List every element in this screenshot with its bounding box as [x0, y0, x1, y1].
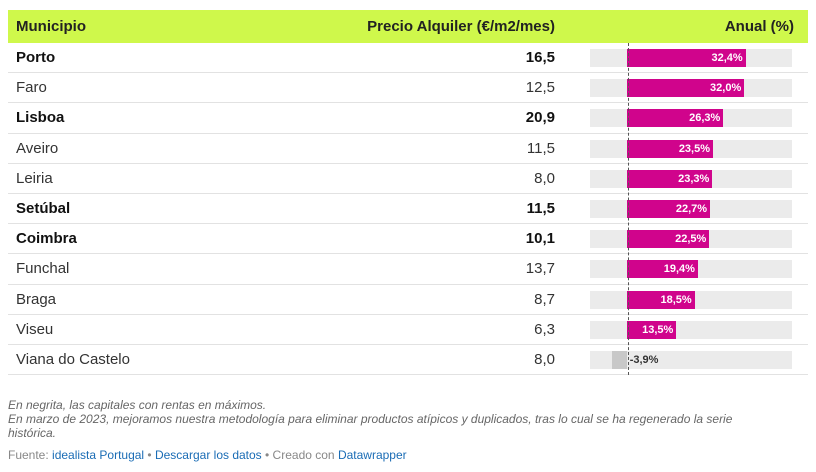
note-bold-explanation: En negrita, las capitales con rentas en … — [8, 398, 267, 412]
annual-change-bar — [626, 169, 713, 188]
rent-price: 20,9 — [525, 109, 555, 127]
annual-change-bar — [626, 79, 745, 98]
annual-bar-track: -3,9% — [590, 350, 792, 369]
table-row: Setúbal 11,5 22,7% — [8, 194, 808, 225]
table-row: Leiria 8,0 23,3% — [8, 164, 808, 194]
annual-change-label: 13,5% — [642, 323, 674, 336]
municipality-name: Setúbal — [16, 199, 71, 217]
created-with-text: • Creado con — [261, 448, 338, 462]
annual-change-bar — [612, 350, 627, 369]
chart-notes: En negrita, las capitales con rentas en … — [8, 398, 808, 440]
annual-change-bar — [626, 230, 710, 249]
annual-change-label: 32,4% — [711, 52, 743, 64]
rent-price: 10,1 — [525, 230, 555, 248]
annual-change-bar — [626, 320, 677, 339]
table-row: Braga 8,7 18,5% — [8, 285, 808, 315]
annual-bar-track: 22,7% — [590, 199, 792, 218]
table-body: Porto 16,5 32,4% Faro 12,5 32,0% Lisboa 20,9 26,… — [8, 43, 808, 376]
data-table: Municipio Precio Alquiler (€/m2/mes) Anu… — [8, 10, 808, 376]
annual-change-label: 32,0% — [710, 82, 742, 95]
table-row: Viseu 6,3 13,5% — [8, 315, 808, 345]
annual-change-bar — [626, 109, 724, 128]
table-header: Municipio Precio Alquiler (€/m2/mes) Anu… — [8, 10, 808, 43]
table-row: Porto 16,5 32,4% — [8, 43, 808, 74]
annual-bar-track: 13,5% — [590, 320, 792, 339]
annual-change-label: 22,7% — [675, 202, 708, 215]
municipality-name: Coimbra — [16, 230, 77, 248]
header-municipality[interactable]: Municipio — [16, 18, 86, 35]
rent-price: 6,3 — [534, 320, 555, 338]
rent-price: 12,5 — [525, 79, 555, 97]
header-price[interactable]: Precio Alquiler (€/m2/mes) — [367, 18, 555, 35]
municipality-name: Aveiro — [16, 139, 59, 157]
annual-bar-track: 32,4% — [590, 49, 792, 67]
source-line: Fuente: idealista Portugal • Descargar l… — [8, 448, 407, 462]
rent-price: 8,7 — [534, 290, 555, 308]
rent-price: 11,5 — [526, 139, 555, 157]
annual-bar-track: 22,5% — [590, 230, 792, 249]
annual-change-label: 26,3% — [689, 112, 721, 125]
rent-price: 11,5 — [526, 199, 555, 217]
annual-change-label: 23,5% — [678, 142, 711, 155]
zero-axis-line — [628, 43, 629, 375]
annual-change-label: 22,5% — [675, 233, 707, 246]
annual-bar-track: 23,3% — [590, 169, 792, 188]
annual-bar-track: 23,5% — [590, 139, 792, 158]
source-prefix: Fuente: — [8, 448, 53, 462]
note-methodology: En marzo de 2023, mejoramos nuestra meto… — [8, 412, 733, 440]
municipality-name: Funchal — [16, 260, 70, 278]
annual-bar-track: 26,3% — [590, 109, 792, 128]
annual-bar-track: 32,0% — [590, 79, 792, 98]
rent-price: 16,5 — [525, 49, 555, 66]
table-row: Lisboa 20,9 26,3% — [8, 103, 808, 134]
datawrapper-link[interactable]: Datawrapper — [337, 448, 407, 462]
rent-price: 8,0 — [534, 169, 555, 187]
municipality-name: Faro — [16, 79, 47, 97]
annual-change-label: 18,5% — [660, 293, 692, 306]
municipality-name: Viseu — [16, 320, 54, 338]
table-row: Viana do Castelo 8,0 -3,9% — [8, 345, 808, 376]
table-row: Aveiro 11,5 23,5% — [8, 134, 808, 164]
annual-change-bar — [626, 290, 695, 309]
municipality-name: Braga — [16, 290, 57, 308]
annual-change-label: 23,3% — [678, 172, 710, 185]
header-annual[interactable]: Anual (%) — [724, 18, 794, 35]
annual-change-bar — [626, 260, 698, 279]
annual-bar-track: 19,4% — [590, 260, 792, 279]
download-data-link[interactable]: Descargar los datos — [154, 448, 262, 462]
annual-change-bar — [626, 49, 746, 67]
source-separator: • — [144, 448, 155, 462]
municipality-name: Porto — [16, 49, 56, 66]
source-link-idealista[interactable]: idealista Portugal — [52, 448, 145, 462]
annual-change-label: -3,9% — [629, 353, 659, 366]
table-row: Coimbra 10,1 22,5% — [8, 224, 808, 255]
rent-price: 13,7 — [525, 260, 555, 278]
municipality-name: Leiria — [16, 169, 53, 187]
annual-change-label: 19,4% — [663, 263, 695, 276]
municipality-name: Lisboa — [16, 109, 65, 127]
municipality-name: Viana do Castelo — [16, 350, 130, 368]
annual-bar-track: 18,5% — [590, 290, 792, 309]
table-row: Faro 12,5 32,0% — [8, 73, 808, 104]
table-row: Funchal 13,7 19,4% — [8, 254, 808, 285]
annual-change-bar — [626, 199, 711, 218]
annual-change-bar — [626, 139, 714, 158]
rent-price: 8,0 — [534, 350, 555, 368]
